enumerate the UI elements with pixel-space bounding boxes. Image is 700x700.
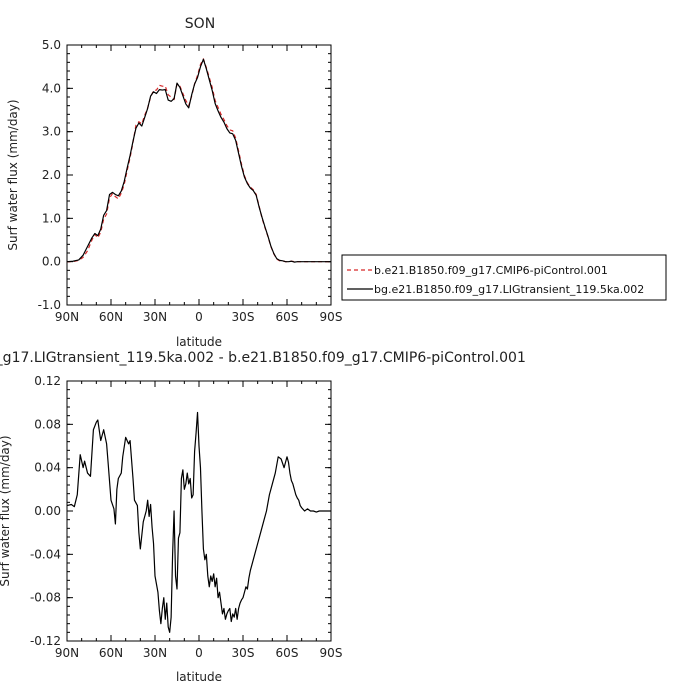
top-x-axis-label: latitude <box>176 335 222 349</box>
top-panel: SON latitude Surf water flux (mm/day) 90… <box>6 16 342 349</box>
bottom-x-tick-label: 60S <box>276 646 299 660</box>
top-x-tick-label: 90N <box>55 310 79 324</box>
top-x-tick-label: 60N <box>99 310 123 324</box>
bottom-y-tick-label: -0.08 <box>30 591 61 605</box>
legend: b.e21.B1850.f09_g17.CMIP6-piControl.001 … <box>341 254 667 301</box>
top-x-tick-label: 90S <box>320 310 343 324</box>
bottom-y-tick-label: 0.12 <box>34 374 61 388</box>
bottom-x-tick-label: 30S <box>232 646 255 660</box>
bottom-x-axis-label: latitude <box>176 670 222 684</box>
bottom-x-tick-label: 30N <box>143 646 167 660</box>
bottom-x-tick-label: 90S <box>320 646 343 660</box>
bottom-y-axis-label: Surf water flux (mm/day) <box>0 435 12 586</box>
top-x-tick-label: 30N <box>143 310 167 324</box>
top-series-line-1 <box>67 58 331 263</box>
bottom-y-tick-label: 0.00 <box>34 504 61 518</box>
top-y-tick-label: 5.0 <box>42 38 61 52</box>
bottom-y-tick-label: -0.12 <box>30 634 61 648</box>
bottom-y-tick-label: 0.08 <box>34 417 61 431</box>
top-y-axis-label: Surf water flux (mm/day) <box>6 99 20 250</box>
top-x-tick-label: 60S <box>276 310 299 324</box>
bottom-chart-title: bg.e21.B1850.f09_g17.LIGtransient_119.5k… <box>0 350 526 366</box>
legend-label-LIGtransient: bg.e21.B1850.f09_g17.LIGtransient_119.5k… <box>374 283 644 296</box>
legend-label-piControl: b.e21.B1850.f09_g17.CMIP6-piControl.001 <box>374 264 608 277</box>
top-chart-title: SON <box>185 16 215 32</box>
bottom-x-tick-label: 60N <box>99 646 123 660</box>
bottom-x-tick-label: 90N <box>55 646 79 660</box>
top-x-tick-label: 0 <box>195 310 203 324</box>
top-y-tick-label: 2.0 <box>42 168 61 182</box>
bottom-panel: bg.e21.B1850.f09_g17.LIGtransient_119.5k… <box>0 350 526 684</box>
legend-box <box>341 254 667 301</box>
bottom-plot-frame <box>66 380 332 642</box>
top-x-tick-label: 30S <box>232 310 255 324</box>
bottom-y-tick-label: 0.04 <box>34 461 61 475</box>
bottom-y-tick-label: -0.04 <box>30 547 61 561</box>
bottom-series-line-1 <box>66 411 331 633</box>
top-y-tick-label: -1.0 <box>38 298 61 312</box>
top-y-tick-label: 3.0 <box>42 125 61 139</box>
top-series-line-2 <box>66 58 331 263</box>
top-y-tick-label: 4.0 <box>42 81 61 95</box>
top-y-tick-label: 1.0 <box>42 211 61 225</box>
top-y-tick-label: 0.0 <box>42 255 61 269</box>
top-plot-frame <box>66 44 332 306</box>
bottom-x-tick-label: 0 <box>195 646 203 660</box>
